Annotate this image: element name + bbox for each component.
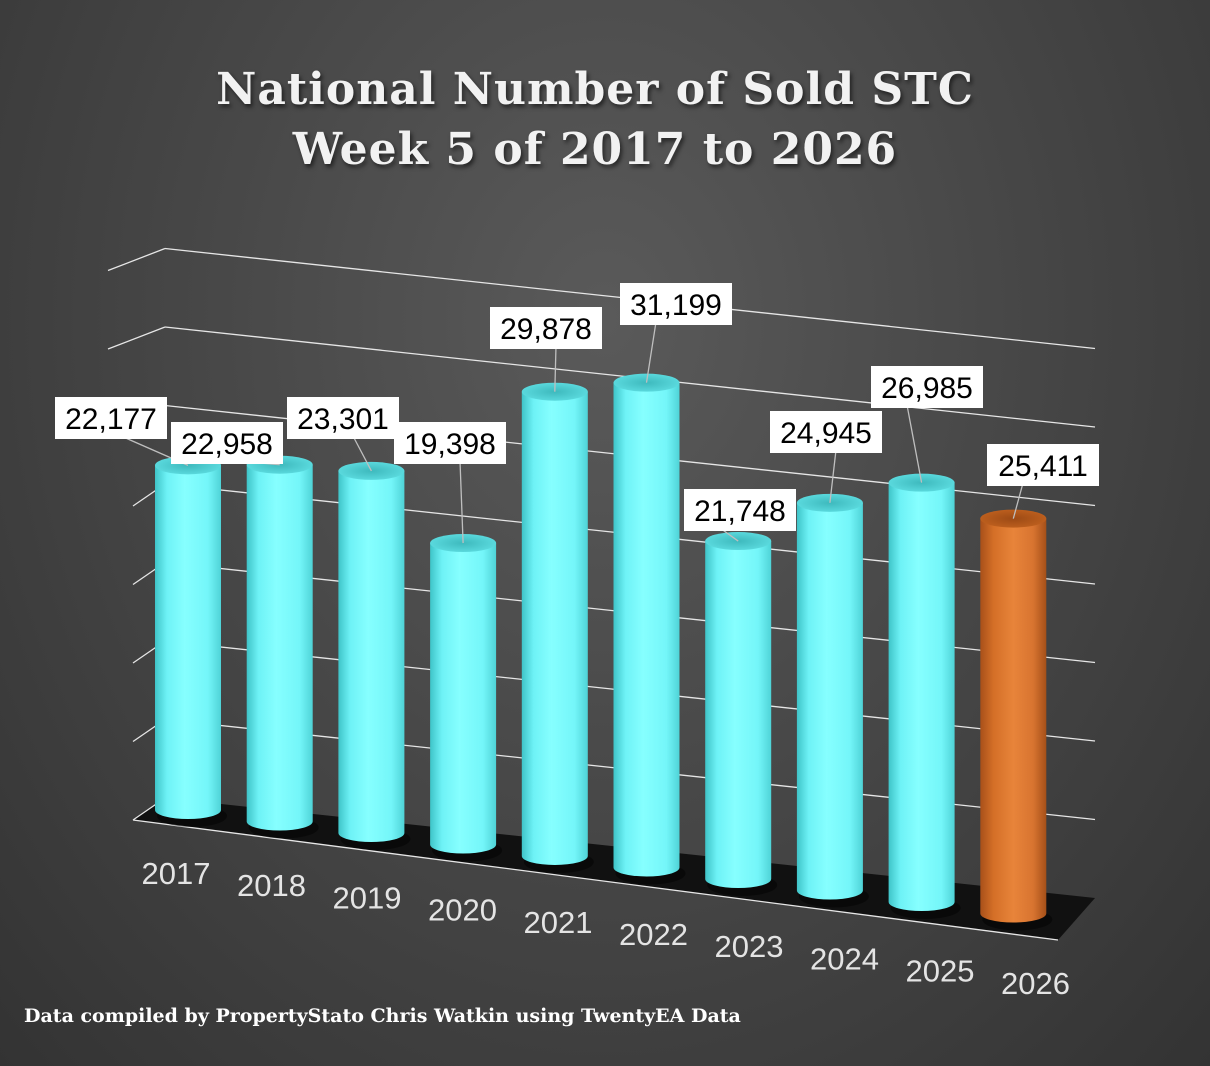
bar-2017	[155, 456, 227, 827]
data-label-text: 19,398	[404, 428, 496, 461]
bar-body	[888, 482, 955, 911]
data-label-text: 31,199	[630, 289, 722, 322]
x-tick-label: 2026	[1001, 966, 1070, 1001]
data-label-2020: 19,398	[394, 422, 506, 544]
bar-body	[980, 518, 1047, 923]
data-label-box	[287, 397, 399, 439]
data-label-2021: 29,878	[490, 307, 602, 392]
chart-title-line1: National Number of Sold STC	[216, 64, 974, 115]
floor-edge-front	[132, 819, 1059, 941]
bar-2020	[430, 534, 503, 862]
data-label-box	[171, 422, 283, 464]
bars	[155, 373, 1053, 931]
data-label-text: 26,985	[881, 372, 973, 405]
data-label-box	[394, 422, 506, 464]
bar-body	[521, 391, 588, 865]
data-label-text: 24,945	[780, 417, 872, 450]
x-tick-label: 2020	[428, 893, 497, 928]
data-label-text: 22,958	[181, 428, 273, 461]
data-label-box	[490, 307, 602, 349]
x-tick-label: 2018	[237, 868, 306, 903]
bar-body	[430, 543, 497, 854]
bar-2026	[980, 509, 1053, 931]
bar-2021	[521, 382, 594, 873]
x-tick-label: 2023	[715, 929, 784, 964]
leader-line	[906, 404, 923, 483]
leader-line	[829, 449, 837, 503]
bar-2019	[338, 461, 411, 850]
bar-2022	[613, 373, 686, 885]
data-label-box	[770, 411, 882, 453]
x-tick-label: 2022	[619, 917, 688, 952]
data-label-text: 21,748	[694, 495, 786, 528]
leader-line	[645, 321, 657, 383]
footer-credit: Data compiled by PropertyStato Chris Wat…	[24, 1005, 741, 1027]
data-label-box	[620, 283, 732, 325]
x-tick-label: 2017	[142, 856, 211, 891]
bar-2024	[796, 493, 869, 908]
leader-line	[352, 435, 372, 472]
bar-body	[155, 465, 221, 819]
data-label-box	[684, 489, 796, 531]
x-tick-label: 2025	[906, 954, 975, 989]
bar-body	[796, 502, 863, 900]
data-label-box	[871, 366, 983, 408]
bar-2025	[888, 473, 961, 919]
data-label-2023: 21,748	[684, 489, 796, 542]
data-label-text: 23,301	[297, 403, 389, 436]
leader-line	[1012, 482, 1024, 519]
chart-title-line2: Week 5 of 2017 to 2026	[292, 124, 898, 175]
data-label-2017: 22,177	[55, 397, 189, 466]
data-labels: 22,177 22,958 23,301 19,398 29,878 31,199 21,7…	[55, 283, 1099, 544]
x-tick-label: 2024	[810, 941, 879, 976]
leader-line	[459, 460, 464, 544]
data-label-box	[987, 444, 1099, 486]
data-label-2022: 31,199	[620, 283, 732, 383]
data-label-box	[55, 397, 167, 439]
data-label-2019: 23,301	[287, 397, 399, 472]
data-label-text: 25,411	[998, 450, 1088, 483]
data-label-text: 29,878	[500, 313, 592, 346]
bar-2018	[246, 455, 319, 839]
bar-body	[613, 382, 680, 877]
x-tick-label: 2021	[524, 905, 593, 940]
bar-body	[246, 464, 313, 831]
data-label-2026: 25,411	[987, 444, 1099, 519]
bar-2023	[705, 532, 778, 896]
data-label-2024: 24,945	[770, 411, 882, 503]
data-label-2018: 22,958	[171, 422, 283, 466]
x-axis-labels: 2017 2018 2019 2020 2021 2022 2023 2024 2025 2026	[142, 856, 1070, 1001]
gridline-left	[107, 326, 166, 350]
bar-body	[705, 541, 772, 888]
leader-line	[554, 345, 557, 392]
bar-body	[338, 470, 405, 842]
x-tick-label: 2019	[333, 880, 402, 915]
gridline-left	[107, 247, 166, 272]
data-label-text: 22,177	[65, 403, 157, 436]
data-label-2025: 26,985	[871, 366, 983, 483]
